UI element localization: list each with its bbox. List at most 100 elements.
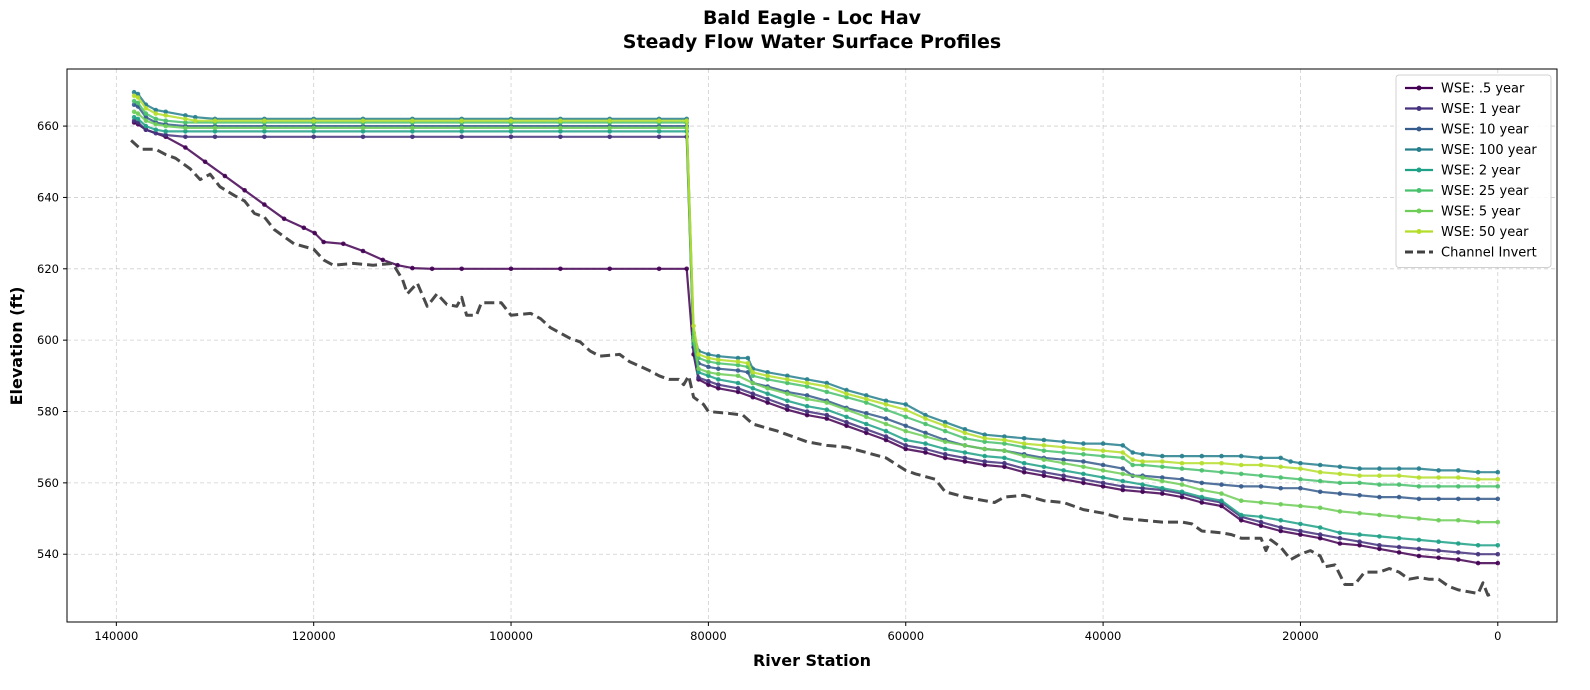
data-point bbox=[1120, 450, 1126, 455]
data-point bbox=[903, 402, 908, 407]
data-point bbox=[459, 129, 465, 134]
legend-swatch-marker bbox=[1416, 167, 1422, 173]
data-point bbox=[212, 125, 218, 131]
data-point bbox=[844, 387, 849, 393]
data-point bbox=[750, 380, 756, 386]
axis-ticks: 140000 120000 100000 80000 60000 40000 20000 0 5… bbox=[37, 119, 1501, 643]
data-point bbox=[1396, 544, 1402, 550]
data-point bbox=[311, 129, 317, 134]
data-point bbox=[311, 134, 317, 140]
data-point bbox=[311, 125, 317, 131]
data-point bbox=[558, 266, 563, 272]
series-wse-50-year bbox=[131, 93, 1501, 482]
data-point bbox=[962, 430, 968, 436]
data-point bbox=[1021, 444, 1027, 450]
data-point bbox=[1357, 480, 1362, 486]
legend: WSE: .5 year WSE: 1 year WSE: 10 year WSE: … bbox=[1395, 74, 1552, 268]
data-point bbox=[716, 366, 721, 372]
data-point bbox=[1160, 485, 1165, 491]
data-point bbox=[212, 134, 218, 140]
data-point bbox=[903, 437, 908, 443]
data-point bbox=[750, 391, 756, 397]
data-point bbox=[1298, 503, 1303, 509]
legend-entry: Channel Invert bbox=[1405, 246, 1537, 261]
data-point bbox=[1396, 550, 1402, 555]
legend-label: WSE: 25 year bbox=[1441, 184, 1529, 199]
data-point bbox=[656, 266, 662, 272]
data-point bbox=[1288, 459, 1293, 464]
x-tick-label: 80000 bbox=[690, 629, 727, 643]
data-point bbox=[1475, 551, 1481, 557]
data-point bbox=[193, 114, 198, 120]
data-point bbox=[131, 118, 137, 123]
data-point bbox=[1219, 498, 1224, 504]
data-point bbox=[1278, 485, 1283, 491]
data-point bbox=[1416, 516, 1422, 521]
data-point bbox=[785, 380, 790, 386]
data-point bbox=[1278, 525, 1283, 530]
data-point bbox=[183, 113, 188, 118]
data-point bbox=[691, 323, 696, 329]
data-point bbox=[1436, 484, 1441, 489]
data-point bbox=[508, 266, 514, 272]
data-point bbox=[607, 134, 612, 140]
data-point bbox=[1475, 469, 1481, 475]
data-point bbox=[508, 134, 514, 140]
data-point bbox=[1041, 457, 1047, 463]
data-point bbox=[765, 386, 770, 391]
data-point bbox=[1199, 453, 1205, 459]
data-point bbox=[1475, 560, 1481, 566]
data-point bbox=[1021, 460, 1027, 466]
legend-entry: WSE: 2 year bbox=[1405, 164, 1521, 179]
x-tick-label: 0 bbox=[1494, 629, 1501, 643]
data-point bbox=[735, 386, 741, 391]
data-point bbox=[864, 414, 869, 420]
data-point bbox=[1061, 450, 1066, 455]
data-point bbox=[459, 118, 465, 123]
legend-entry: WSE: 10 year bbox=[1405, 123, 1529, 138]
data-point bbox=[1416, 537, 1422, 543]
data-point bbox=[1041, 437, 1047, 443]
data-point bbox=[706, 352, 711, 357]
legend-label: WSE: 1 year bbox=[1441, 102, 1521, 117]
data-point bbox=[785, 391, 790, 397]
data-point bbox=[1100, 453, 1106, 459]
data-point bbox=[1377, 512, 1382, 518]
data-point bbox=[1021, 453, 1027, 459]
data-point bbox=[135, 95, 141, 100]
data-point bbox=[735, 355, 741, 361]
data-point bbox=[1100, 475, 1106, 480]
data-point bbox=[804, 380, 810, 386]
data-point bbox=[844, 419, 849, 425]
y-tick-label: 660 bbox=[37, 119, 59, 133]
data-point bbox=[942, 452, 948, 457]
data-point bbox=[962, 443, 968, 448]
data-point bbox=[131, 114, 137, 120]
data-point bbox=[706, 370, 711, 375]
data-point bbox=[1002, 434, 1007, 439]
data-point bbox=[131, 98, 137, 104]
data-point bbox=[883, 434, 889, 439]
data-point bbox=[716, 382, 721, 388]
data-point bbox=[153, 130, 159, 136]
legend-label: Channel Invert bbox=[1441, 246, 1537, 261]
data-point bbox=[1475, 477, 1481, 482]
data-point bbox=[735, 380, 741, 386]
data-point bbox=[1199, 460, 1205, 466]
data-point bbox=[1377, 546, 1382, 552]
data-point bbox=[1475, 484, 1481, 489]
data-point bbox=[1456, 557, 1461, 562]
data-point bbox=[1120, 471, 1126, 477]
data-point bbox=[1495, 484, 1501, 489]
data-point bbox=[1416, 496, 1422, 502]
data-point bbox=[1278, 502, 1283, 507]
data-point bbox=[1377, 473, 1382, 479]
data-point bbox=[1219, 469, 1224, 475]
data-point bbox=[131, 102, 137, 107]
data-point bbox=[923, 430, 928, 436]
data-point bbox=[1357, 473, 1362, 479]
data-point bbox=[696, 366, 701, 372]
data-point bbox=[1475, 496, 1481, 502]
data-point bbox=[1199, 487, 1205, 493]
